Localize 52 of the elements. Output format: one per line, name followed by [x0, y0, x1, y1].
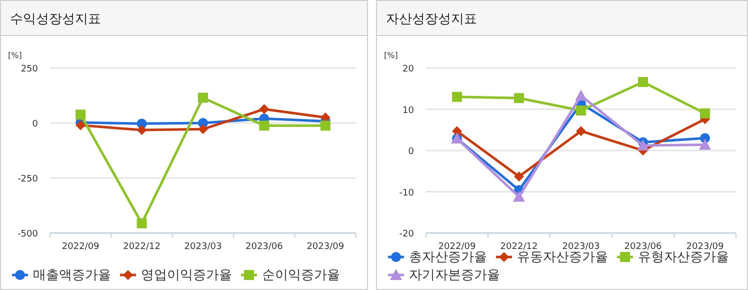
x-tick-label: 2022/09 [438, 242, 476, 252]
x-tick-label: 2023/06 [246, 242, 284, 252]
y-tick-label: 20 [402, 64, 414, 74]
point [452, 126, 462, 136]
point [513, 190, 525, 202]
point [136, 125, 147, 136]
y-tick-label: -250 [18, 174, 38, 184]
y-tick-label: -20 [399, 230, 414, 240]
y-axis-title: [%] [8, 51, 22, 60]
point [514, 171, 524, 182]
y-axis-title: [%] [384, 51, 398, 60]
legend-label: 순이익증가율 [262, 268, 340, 283]
point [259, 104, 270, 114]
point [320, 120, 330, 131]
point [514, 93, 524, 104]
legend-label: 총자산증가율 [409, 250, 487, 265]
legend-label: 매출액증가율 [33, 268, 111, 283]
legend-label: 자기자본증가율 [409, 268, 500, 283]
chart-title: 자산성장성지표 [386, 12, 477, 27]
point [638, 77, 648, 88]
y-tick-label: 10 [402, 106, 414, 116]
point [576, 105, 586, 116]
y-tick-label: -500 [18, 230, 38, 240]
point [136, 218, 147, 228]
point [198, 124, 208, 134]
x-tick-label: 2022/09 [62, 242, 100, 252]
point [320, 112, 330, 122]
y-tick-label: 0 [32, 120, 38, 130]
legend-label: 유형자산증가율 [638, 250, 729, 265]
point [699, 138, 711, 150]
y-tick-label: 0 [408, 147, 414, 157]
x-tick-label: 2023/03 [562, 242, 600, 252]
x-tick-label: 2023/03 [184, 242, 222, 252]
point [452, 92, 462, 102]
point [575, 90, 587, 101]
point [76, 120, 86, 130]
x-tick-label: 2022/12 [123, 242, 160, 252]
point [76, 110, 86, 120]
point [198, 92, 208, 103]
y-tick-label: -10 [399, 188, 414, 198]
legend-label: 영업이익증가율 [141, 268, 232, 283]
point [637, 140, 649, 151]
chart-title: 수익성장성지표 [10, 12, 101, 27]
point [700, 108, 710, 118]
legend-label: 유동자산증가율 [517, 250, 608, 265]
point [259, 120, 270, 131]
point [576, 126, 586, 136]
x-tick-label: 2023/09 [686, 242, 724, 252]
x-tick-label: 2022/12 [500, 242, 538, 252]
x-tick-label: 2023/06 [624, 242, 662, 252]
x-tick-label: 2023/09 [306, 242, 344, 252]
y-tick-label: 250 [20, 64, 38, 74]
